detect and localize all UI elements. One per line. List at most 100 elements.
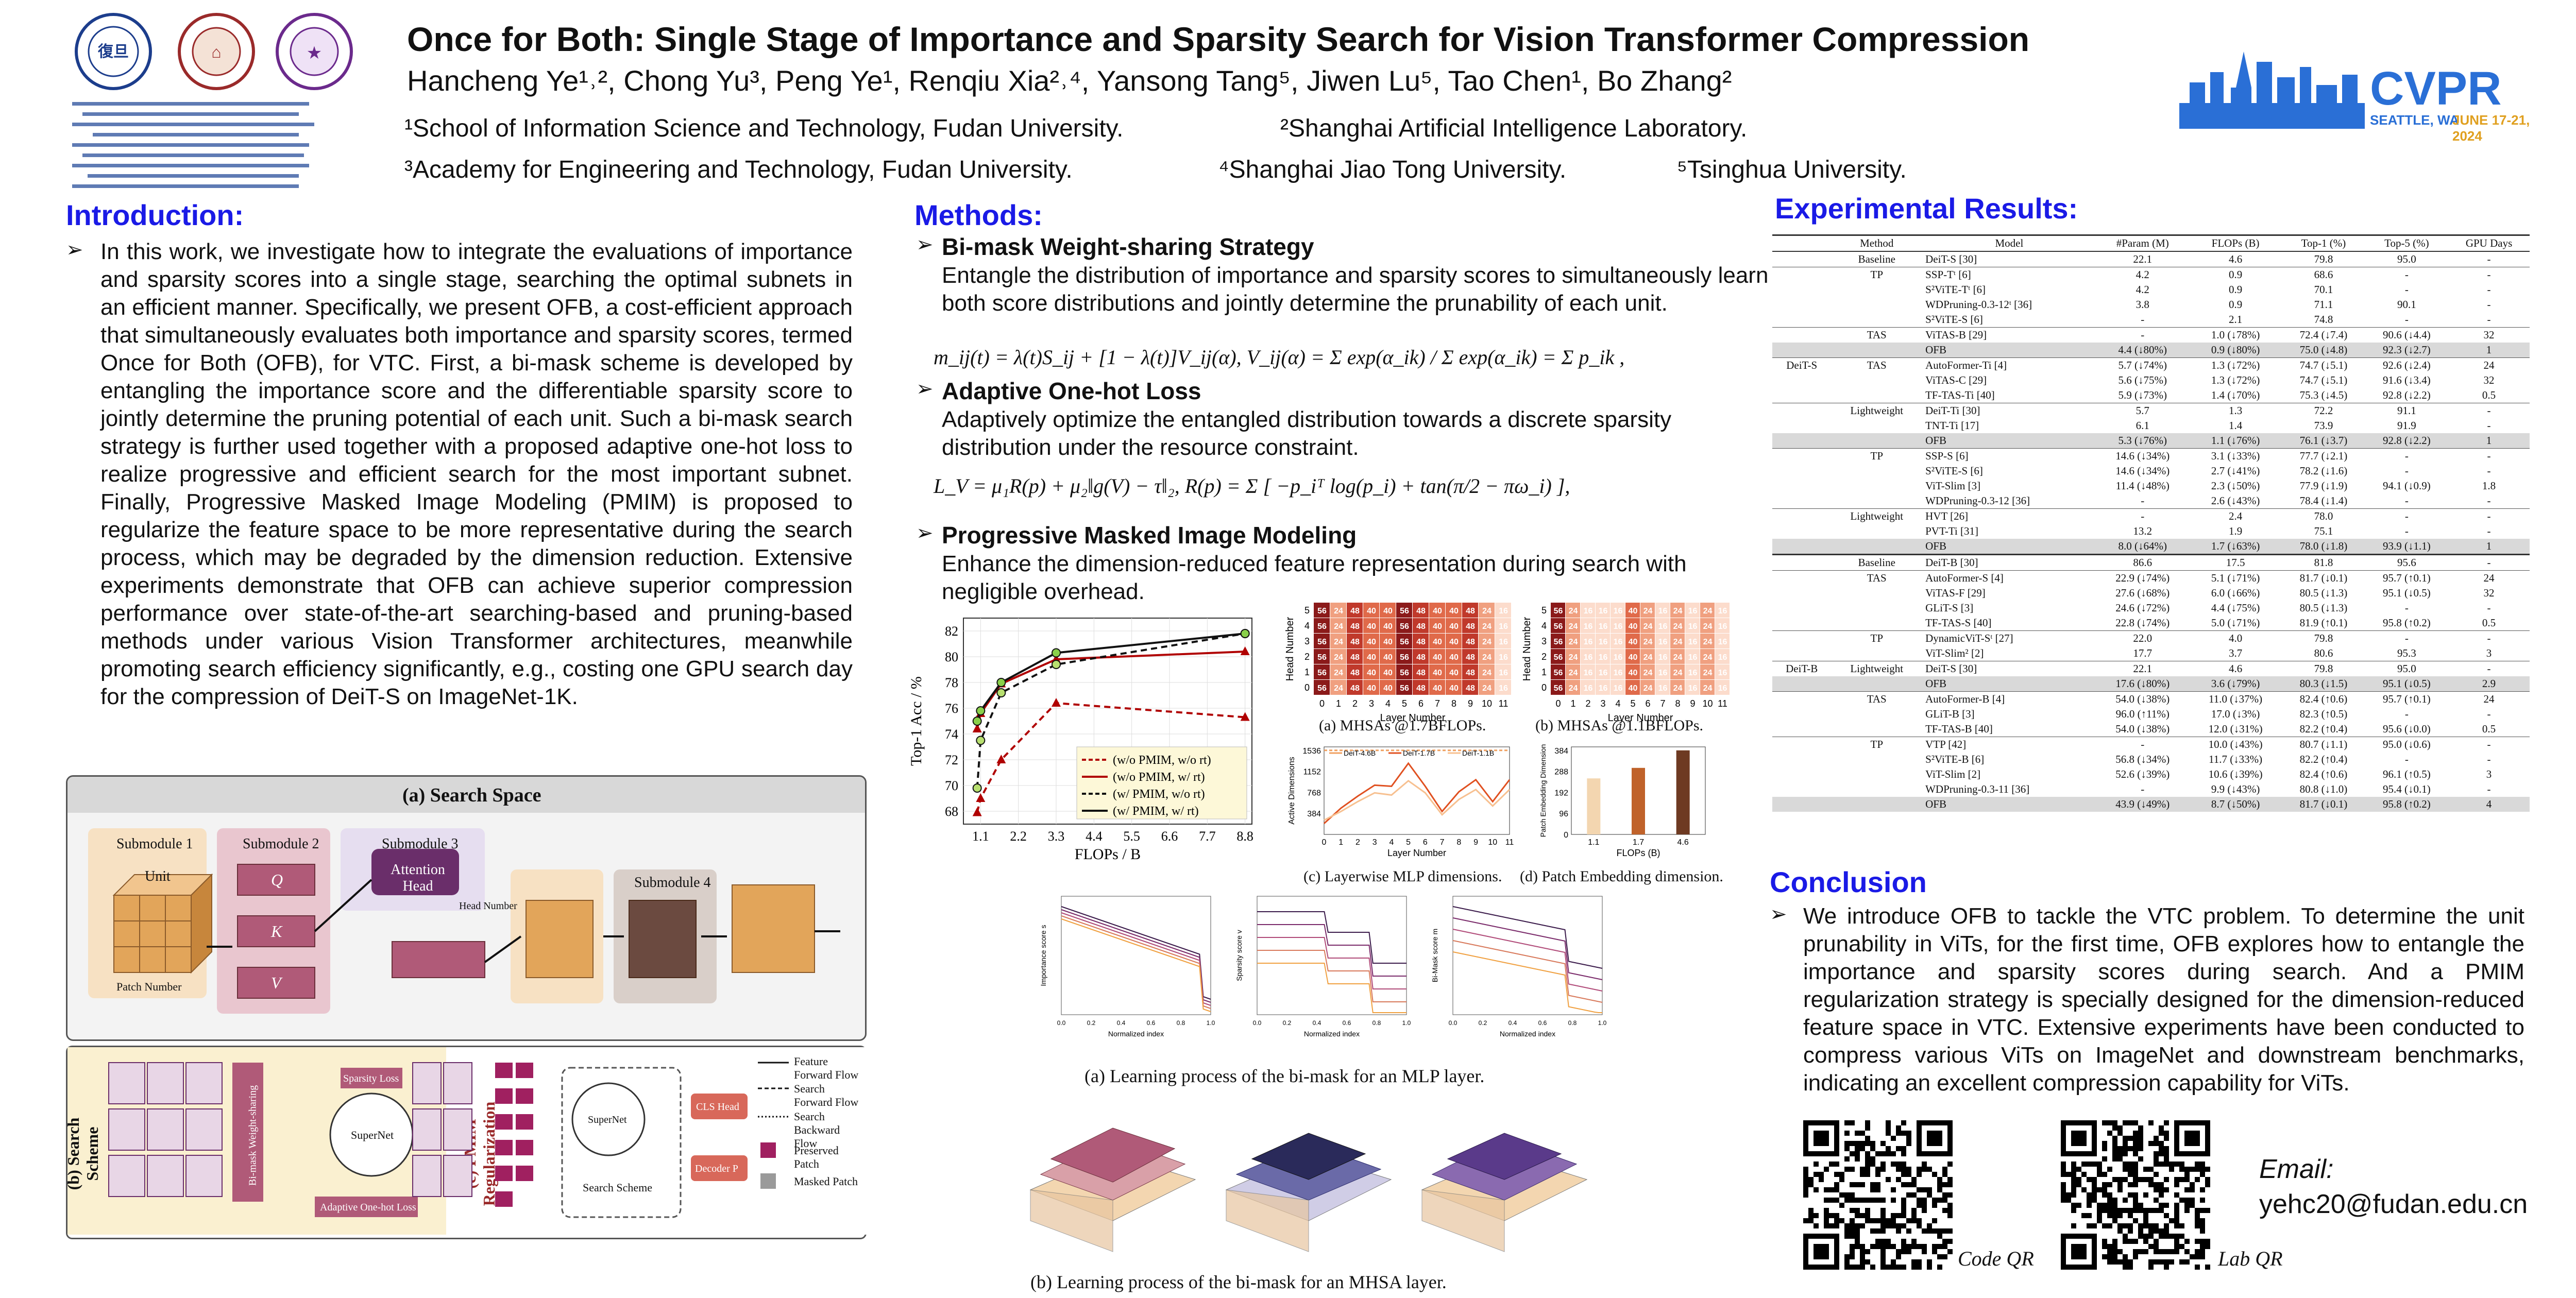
qr-module bbox=[1844, 1254, 1850, 1259]
qr-module bbox=[2066, 1192, 2071, 1198]
table-cell: 17.5 bbox=[2189, 554, 2282, 571]
email-address[interactable]: yehc20@fudan.edu.cn bbox=[2259, 1189, 2528, 1219]
table-cell: 93.9 (↓1.1) bbox=[2365, 539, 2449, 555]
heatmap-cell bbox=[1700, 664, 1715, 679]
heatmap-cell bbox=[1685, 664, 1700, 679]
table-cell bbox=[1831, 601, 1922, 616]
qr-module bbox=[1855, 1141, 1860, 1146]
table-cell: 0.5 bbox=[2482, 723, 2496, 735]
learning-curve bbox=[1061, 906, 1211, 1000]
qr-module bbox=[1927, 1223, 1932, 1228]
search-space-panel: (a) Search Space Submodule 1 Submodul bbox=[66, 775, 867, 1041]
heatmap-value: 40 bbox=[1629, 622, 1638, 631]
heatmap-cell bbox=[1581, 618, 1595, 633]
heatmap-value: 16 bbox=[1614, 684, 1623, 693]
table-cell: 6.1 bbox=[2136, 419, 2149, 432]
heatmap-cell bbox=[1380, 680, 1396, 695]
heatmap-x-tick: 11 bbox=[1499, 698, 1509, 709]
heatmap-value: 16 bbox=[1658, 622, 1668, 631]
qr-module bbox=[1917, 1244, 1922, 1249]
legend-label: DeiT-4.6B bbox=[1344, 749, 1376, 757]
table-cell: 0.9 bbox=[2228, 298, 2243, 311]
heatmap-value: 16 bbox=[1614, 669, 1623, 677]
y-tick-label: 384 bbox=[1554, 747, 1568, 756]
table-cell: 82.3 (↑0.5) bbox=[2299, 708, 2348, 720]
heatmap-cell bbox=[1347, 634, 1363, 648]
x-tick-label: 7.7 bbox=[1199, 829, 1216, 844]
table-cell: - bbox=[2448, 448, 2530, 464]
heatmap-cell bbox=[1429, 618, 1445, 633]
qr-module bbox=[1896, 1249, 1901, 1254]
table-row: Lightweight DeiT-Ti [30] 5.7 1.3 72.2 91.1- bbox=[1772, 403, 2530, 418]
table-cell: 95.3 bbox=[2397, 647, 2416, 659]
qr-module bbox=[2102, 1223, 2107, 1228]
qr-module bbox=[1865, 1125, 1870, 1131]
heatmap-value: 16 bbox=[1499, 669, 1508, 677]
heatmap-y-tick: 1 bbox=[1304, 667, 1310, 677]
learning-curve bbox=[1452, 951, 1602, 1013]
qr-module bbox=[2138, 1203, 2143, 1208]
table-cell bbox=[1772, 251, 1831, 267]
heatmap-cell bbox=[1380, 664, 1396, 679]
heatmap-cell bbox=[1380, 618, 1396, 633]
table-cell: - bbox=[2487, 494, 2491, 507]
qr-module bbox=[1875, 1198, 1880, 1203]
qr-module bbox=[2123, 1167, 2128, 1172]
qr-module bbox=[1850, 1254, 1855, 1259]
qr-module bbox=[2154, 1187, 2159, 1192]
qr-module bbox=[2148, 1120, 2154, 1125]
table-cell: 4.6 bbox=[2189, 661, 2282, 676]
table-cell: ViT-Slim [3] bbox=[1925, 480, 1981, 492]
table-cell: - bbox=[2448, 661, 2530, 676]
table-cell: 78.0 bbox=[2282, 508, 2365, 524]
learning-curve bbox=[1452, 917, 1603, 980]
qr-module bbox=[1844, 1167, 1850, 1172]
table-cell: 80.8 (↓1.0) bbox=[2299, 783, 2348, 795]
qr-module bbox=[2138, 1156, 2143, 1162]
legend-search-forward: Search Forward Flow bbox=[794, 1082, 859, 1108]
table-cell: OFB bbox=[1922, 343, 2096, 358]
table-cell: 74.7 (↓5.1) bbox=[2282, 357, 2365, 373]
heatmap-cell bbox=[1581, 603, 1595, 618]
heatmap-value: 48 bbox=[1350, 638, 1360, 646]
qr-module bbox=[2081, 1187, 2087, 1192]
table-cell: 91.6 (↓3.4) bbox=[2383, 374, 2431, 386]
table-cell: - bbox=[2404, 283, 2409, 296]
table-cell: DeiT-B bbox=[1772, 661, 1832, 676]
table-cell: 11.0 (↓37%) bbox=[2189, 691, 2282, 707]
table-cell: WDPruning-0.3-12ᵗ [36] bbox=[1925, 298, 2032, 311]
code-qr-icon[interactable] bbox=[1803, 1120, 1953, 1270]
table-cell bbox=[1831, 752, 1922, 767]
qr-module bbox=[1896, 1265, 1901, 1270]
qr-module bbox=[1834, 1218, 1839, 1223]
table-cell: - bbox=[2404, 602, 2409, 614]
heatmap-value: 16 bbox=[1499, 684, 1508, 693]
x-axis-label: FLOPs / B bbox=[1075, 846, 1141, 863]
heatmap-cell bbox=[1479, 680, 1495, 695]
heatmap-cell bbox=[1670, 664, 1685, 679]
qr-module bbox=[2076, 1177, 2081, 1182]
x-tick-label: 6 bbox=[1423, 838, 1428, 847]
table-cell: 3.1 (↓33%) bbox=[2189, 448, 2282, 464]
qr-module bbox=[2107, 1192, 2112, 1198]
qr-module bbox=[1839, 1177, 1844, 1182]
table-cell: 4.2 bbox=[2096, 267, 2189, 282]
heatmap-value: 56 bbox=[1317, 684, 1327, 693]
lab-qr-icon[interactable] bbox=[2061, 1120, 2210, 1270]
heatmap-cell bbox=[1715, 664, 1730, 679]
table-cell: TP bbox=[1831, 448, 1923, 464]
table-cell: 1.4 (↓70%) bbox=[2211, 389, 2260, 401]
qr-module bbox=[2117, 1213, 2123, 1218]
learning-x-tick: 0.0 bbox=[1449, 1019, 1458, 1027]
qr-module bbox=[1829, 1213, 1834, 1218]
qr-module bbox=[1901, 1146, 1906, 1151]
table-cell bbox=[1772, 312, 1831, 328]
qr-module bbox=[1901, 1208, 1906, 1213]
table-cell: 12.0 (↓31%) bbox=[2208, 723, 2263, 735]
qr-module bbox=[1917, 1223, 1922, 1228]
qr-module bbox=[2081, 1213, 2087, 1218]
heatmap-cell bbox=[1479, 649, 1495, 664]
table-cell: 4.0 bbox=[2189, 630, 2282, 646]
qr-module bbox=[1932, 1228, 1937, 1234]
learning-curve bbox=[1061, 912, 1211, 1006]
